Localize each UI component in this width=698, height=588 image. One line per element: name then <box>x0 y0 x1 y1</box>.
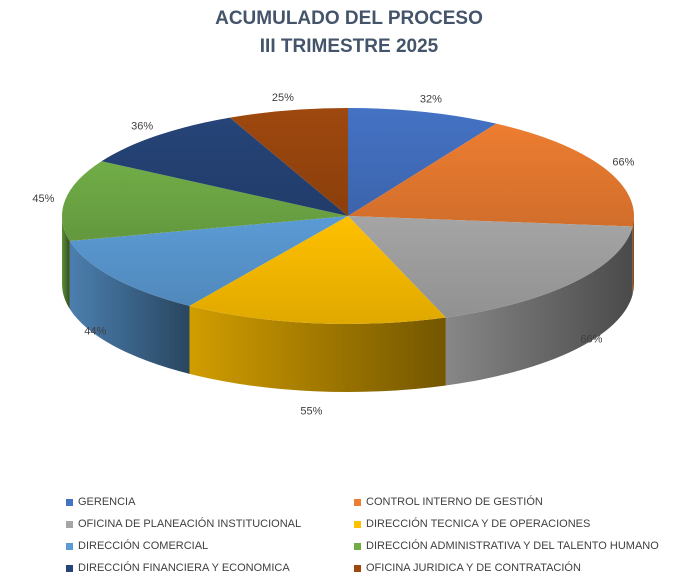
legend-item: GERENCIA <box>66 496 135 508</box>
legend-label: CONTROL INTERNO DE GESTIÓN <box>366 496 543 508</box>
legend-label: DIRECCIÓN FINANCIERA Y ECONOMICA <box>78 562 290 574</box>
legend-swatch <box>354 520 361 528</box>
pie-slice-1 <box>348 123 635 227</box>
chart-title-line1: ACUMULADO DEL PROCESO <box>215 8 483 29</box>
pie-slice-3 <box>189 216 446 324</box>
pie-side-1 <box>632 216 634 295</box>
legend-label: OFICINA JURIDICA Y DE CONTRATACIÓN <box>366 562 581 574</box>
legend-item: OFICINA DE PLANEACIÓN INSTITUCIONAL <box>66 518 301 530</box>
data-label-4: 44% <box>84 326 106 338</box>
legend-swatch <box>66 520 73 528</box>
pie-side-5 <box>62 216 70 310</box>
data-label-1: 66% <box>612 156 634 168</box>
pie-side-2 <box>445 226 633 386</box>
legend-item: DIRECCIÓN TECNICA Y DE OPERACIONES <box>354 518 590 530</box>
pie-slice-4 <box>69 216 348 306</box>
pie-slice-2 <box>348 216 633 318</box>
legend-label: DIRECCIÓN ADMINISTRATIVA Y DEL TALENTO H… <box>366 540 659 552</box>
legend-item: OFICINA JURIDICA Y DE CONTRATACIÓN <box>354 562 581 574</box>
pie-slice-0 <box>348 108 497 216</box>
pie-side-4 <box>69 241 190 374</box>
legend-swatch <box>354 564 361 572</box>
legend-item: DIRECCIÓN FINANCIERA Y ECONOMICA <box>66 562 290 574</box>
pie-chart: 32% 66% 66% 55% 44% 45% 36% 25% <box>32 92 635 418</box>
legend-swatch <box>354 542 361 550</box>
pie-side-3 <box>189 305 446 392</box>
legend-label: GERENCIA <box>78 496 136 508</box>
pie-slice-5 <box>62 161 348 242</box>
data-label-0: 32% <box>420 93 442 105</box>
legend-label: DIRECCIÓN TECNICA Y DE OPERACIONES <box>366 518 591 530</box>
data-label-5: 45% <box>32 193 54 205</box>
pie-slice-7 <box>229 108 348 216</box>
data-label-3: 55% <box>300 406 322 418</box>
data-label-2: 66% <box>580 333 602 345</box>
legend-label: OFICINA DE PLANEACIÓN INSTITUCIONAL <box>78 518 302 530</box>
legend-label: DIRECCIÓN COMERCIAL <box>78 540 209 552</box>
pie-slice-6 <box>101 117 348 216</box>
legend-swatch <box>66 542 73 550</box>
data-label-6: 36% <box>131 120 153 132</box>
legend-item: CONTROL INTERNO DE GESTIÓN <box>354 496 543 508</box>
data-label-7: 25% <box>272 92 294 104</box>
legend-swatch <box>66 564 73 572</box>
legend-item: DIRECCIÓN ADMINISTRATIVA Y DEL TALENTO H… <box>354 540 659 552</box>
legend-swatch <box>354 498 361 506</box>
chart-title-line2: III TRIMESTRE 2025 <box>259 36 439 57</box>
legend-swatch <box>66 498 73 506</box>
legend-item: DIRECCIÓN COMERCIAL <box>66 540 208 552</box>
